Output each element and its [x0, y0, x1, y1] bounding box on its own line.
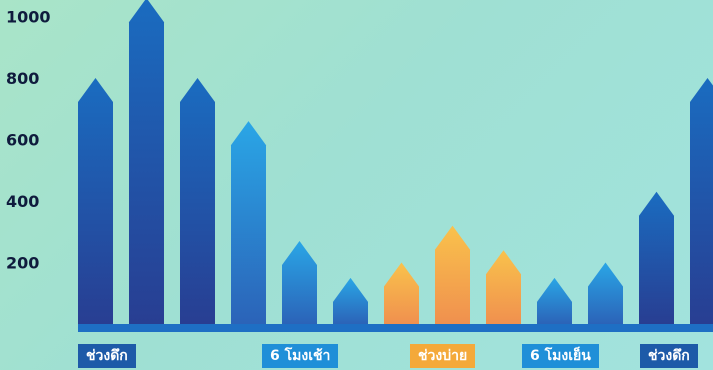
y-tick-label: 800: [6, 69, 39, 88]
bar: [180, 78, 215, 324]
y-tick-label: 1000: [6, 8, 51, 27]
y-tick-label: 600: [6, 131, 39, 150]
bar: [129, 0, 164, 324]
bar: [690, 78, 713, 324]
period-label: 6 โมงเย็น: [522, 344, 599, 368]
y-tick-label: 200: [6, 254, 39, 273]
y-tick-label: 400: [6, 192, 39, 211]
y-axis-ticks: 200 400 600 800 1000: [6, 8, 51, 273]
period-label: ช่วงดึก: [78, 344, 136, 368]
period-label: ช่วงบ่าย: [410, 344, 476, 368]
bar: [435, 225, 470, 324]
bar: [384, 262, 419, 324]
bar: [231, 121, 266, 324]
bar: [537, 277, 572, 324]
bar: [588, 262, 623, 324]
period-label: 6 โมงเช้า: [262, 344, 339, 368]
bar: [639, 191, 674, 324]
bar: [486, 250, 521, 324]
bar: [333, 277, 368, 324]
x-axis-baseline: [78, 324, 713, 332]
bar: [78, 78, 113, 324]
period-label: ช่วงดึก: [640, 344, 698, 368]
bar: [282, 241, 317, 324]
bars: [78, 0, 713, 324]
